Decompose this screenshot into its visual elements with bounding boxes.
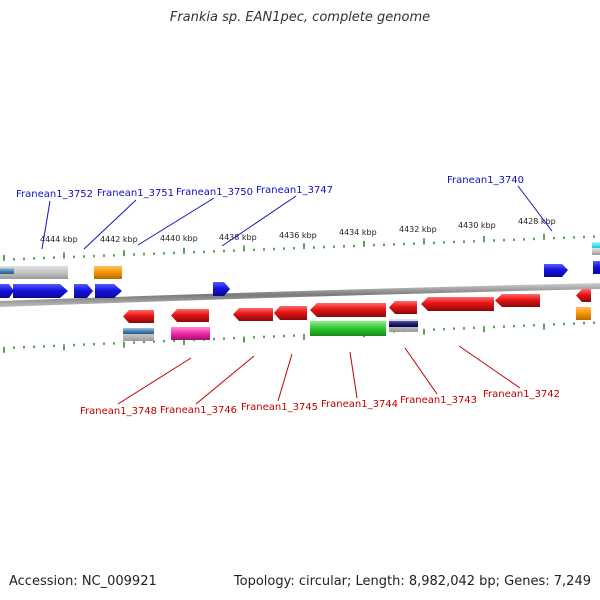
gene-arrow-reverse[interactable] — [171, 309, 209, 322]
kbp-tick-label: 4440 kbp — [160, 234, 198, 243]
gene-arrow-forward[interactable] — [74, 284, 93, 298]
feature-block[interactable] — [171, 327, 210, 340]
gene-arrow-forward[interactable] — [95, 284, 122, 298]
kbp-tick-label: 4428 kbp — [518, 217, 556, 226]
kbp-tick-label: 4442 kbp — [100, 235, 138, 244]
topology-text: Topology: circular; Length: 8,982,042 bp… — [233, 574, 591, 589]
gene-label-franean1-3743[interactable]: Franean1_3743 — [400, 395, 477, 406]
accession-text: Accession: NC_009921 — [9, 574, 157, 589]
gene-label-franean1-3751[interactable]: Franean1_3751 — [97, 188, 174, 199]
gene-arrow-forward[interactable] — [593, 261, 600, 274]
gene-label-franean1-3744[interactable]: Franean1_3744 — [321, 399, 398, 410]
upper-tick-row — [3, 233, 595, 261]
feature-block[interactable] — [389, 321, 418, 327]
gene-label-franean1-3740[interactable]: Franean1_3740 — [447, 175, 524, 186]
feature-block[interactable] — [576, 307, 591, 320]
feature-block[interactable] — [592, 248, 600, 255]
gene-arrow-reverse[interactable] — [274, 306, 307, 320]
gene-arrow-reverse[interactable] — [421, 297, 494, 311]
gene-arrow-forward[interactable] — [213, 282, 230, 296]
gene-arrow-reverse[interactable] — [576, 289, 591, 302]
kbp-tick-label: 4444 kbp — [40, 235, 78, 244]
gene-arrow-reverse[interactable] — [389, 301, 417, 314]
gene-label-franean1-3746[interactable]: Franean1_3746 — [160, 405, 237, 416]
genome-backbone — [0, 283, 600, 307]
forward-gene-labels — [41, 185, 553, 250]
gene-label-franean1-3742[interactable]: Franean1_3742 — [483, 389, 560, 400]
gene-arrow-reverse[interactable] — [123, 310, 154, 323]
feature-block[interactable] — [592, 242, 600, 248]
kbp-tick-label: 4436 kbp — [279, 231, 317, 240]
gene-arrow-forward[interactable] — [544, 264, 568, 277]
gene-label-franean1-3750[interactable]: Franean1_3750 — [176, 187, 253, 198]
gene-label-franean1-3745[interactable]: Franean1_3745 — [241, 402, 318, 413]
kbp-tick-label: 4434 kbp — [339, 228, 377, 237]
reverse-strand — [123, 289, 591, 341]
gene-arrow-reverse[interactable] — [233, 308, 273, 321]
gene-label-franean1-3747[interactable]: Franean1_3747 — [256, 185, 333, 196]
kbp-tick-label: 4432 kbp — [399, 225, 437, 234]
feature-block[interactable] — [123, 328, 154, 334]
gene-arrow-reverse[interactable] — [495, 294, 540, 307]
gene-arrow-reverse[interactable] — [310, 303, 386, 317]
feature-block[interactable] — [14, 266, 68, 279]
feature-block[interactable] — [0, 268, 14, 274]
forward-strand — [0, 242, 600, 298]
kbp-tick-label: 4430 kbp — [458, 221, 496, 230]
feature-block[interactable] — [310, 321, 386, 336]
feature-block[interactable] — [94, 266, 122, 279]
gene-label-franean1-3748[interactable]: Franean1_3748 — [80, 406, 157, 417]
reverse-gene-labels — [117, 345, 521, 405]
lower-tick-row — [3, 321, 595, 353]
gene-arrow-forward[interactable] — [0, 284, 14, 298]
kbp-tick-label: 4438 kbp — [219, 233, 257, 242]
kbp-scale: 4444 kbp 4442 kbp 4440 kbp 4438 kbp 4436… — [40, 217, 556, 244]
genome-title: Frankia sp. EAN1pec, complete genome — [169, 10, 431, 25]
gene-label-franean1-3752[interactable]: Franean1_3752 — [16, 189, 93, 200]
gene-arrow-forward[interactable] — [13, 284, 68, 298]
